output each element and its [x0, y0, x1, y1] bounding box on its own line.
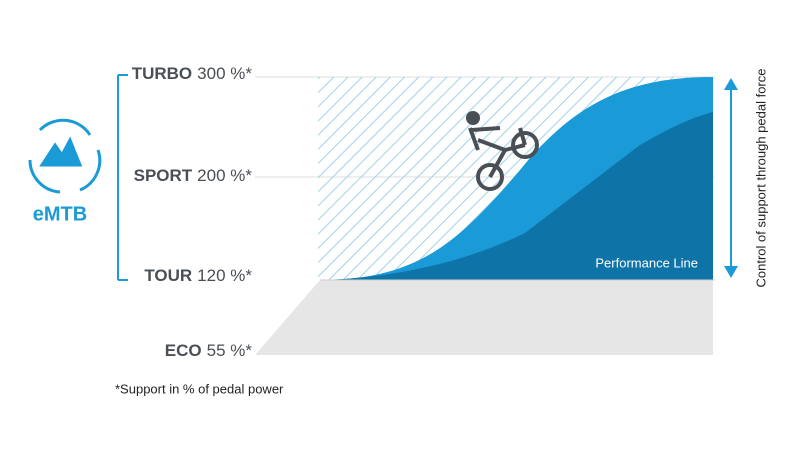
footnote: *Support in % of pedal power	[115, 381, 284, 396]
axis-arrow	[724, 78, 738, 278]
level-value: 55 %*	[207, 341, 253, 360]
level-label: SPORT 200 %*	[134, 166, 253, 185]
levels: TURBO 300 %* SPORT 200 %* TOUR 120 %* ECO 55 %*	[132, 64, 253, 360]
level-value: 200 %*	[197, 166, 252, 185]
level-value: 300 %*	[197, 64, 252, 83]
level-name: TOUR	[144, 266, 192, 285]
level-label: TOUR 120 %*	[144, 266, 252, 285]
level-label: ECO 55 %*	[165, 341, 253, 360]
level-name: TURBO	[132, 64, 192, 83]
logo-label: eMTB	[33, 203, 87, 225]
level-name: ECO	[165, 341, 202, 360]
eco-area	[255, 280, 713, 355]
level-label: TURBO 300 %*	[132, 64, 253, 83]
bracket	[117, 74, 128, 281]
base-curve	[320, 112, 713, 280]
level-name: SPORT	[134, 166, 193, 185]
rider-icon	[466, 111, 539, 191]
curve-label: Performance Line	[595, 255, 698, 270]
axis-label: Control of support through pedal force	[753, 69, 768, 288]
level-value: 120 %*	[197, 266, 252, 285]
emtb-logo	[28, 118, 102, 194]
